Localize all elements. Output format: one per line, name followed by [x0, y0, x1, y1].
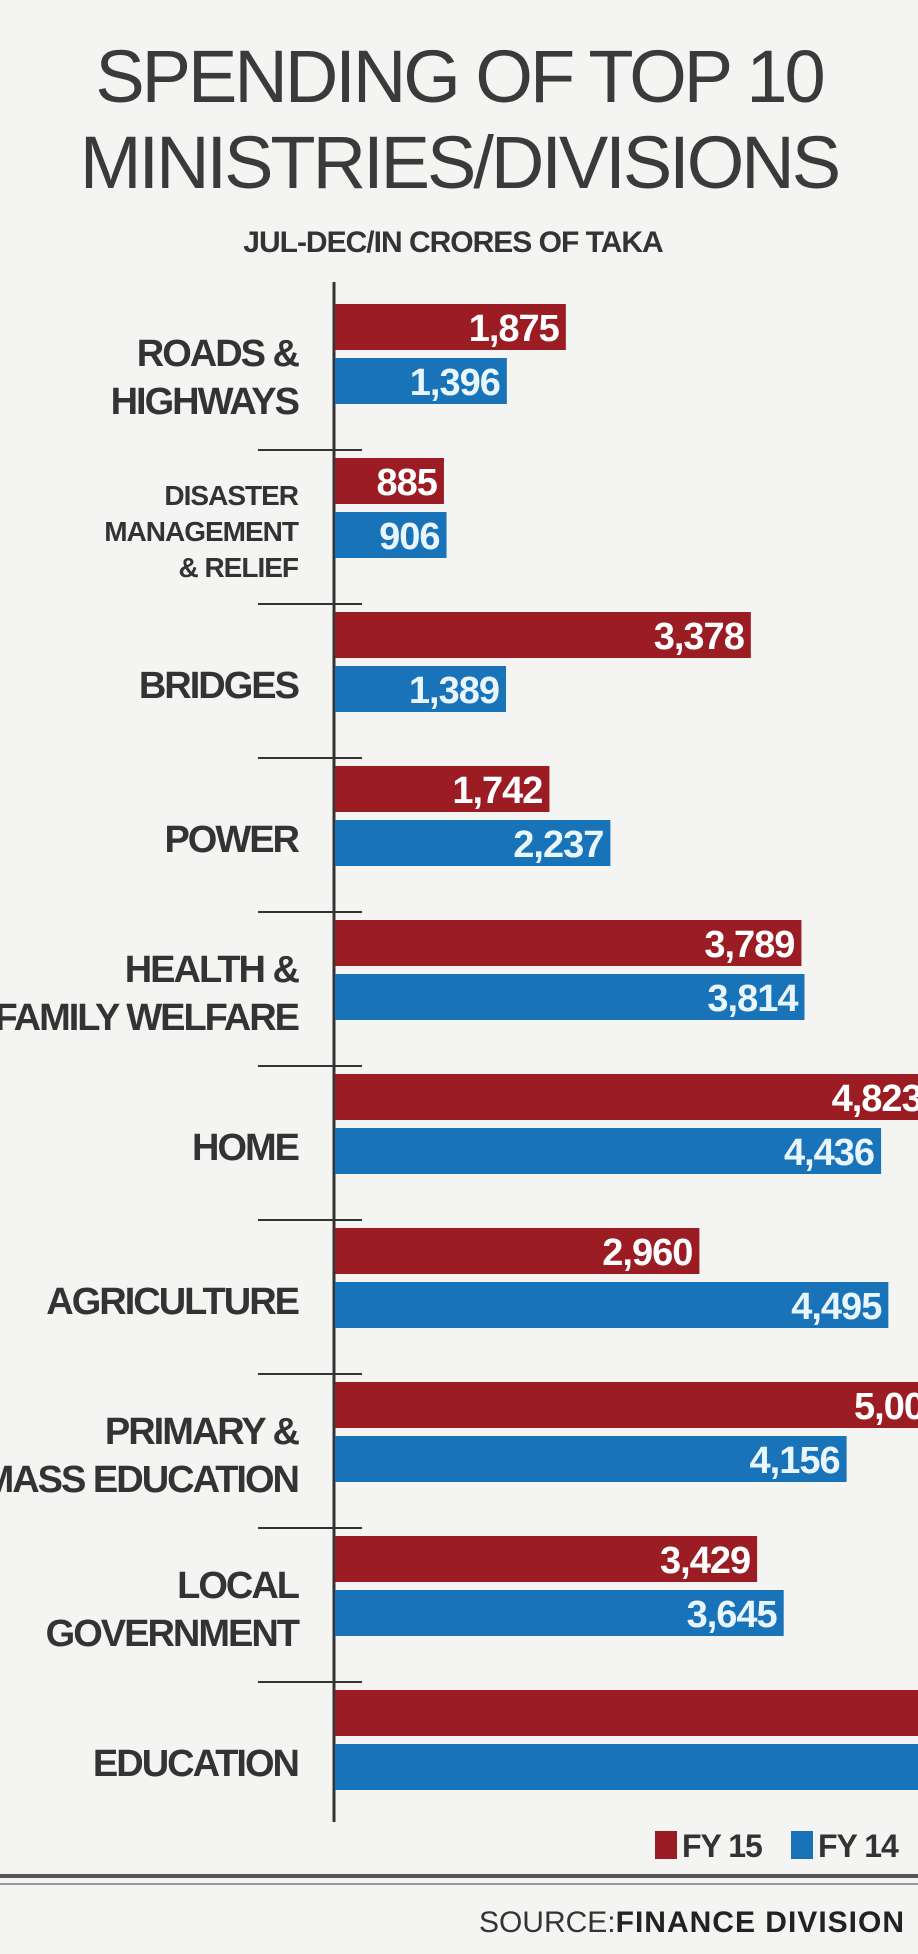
category-label-line: PRIMARY & [105, 1411, 300, 1453]
bar-fy-14-primary-mass-education [335, 1436, 847, 1482]
category-label-health-family-welfare: HEALTH & FAMILY WELFARE [0, 949, 300, 1039]
bar-fy-14-health-family-welfare [335, 974, 805, 1020]
category-label-primary-mass-education: PRIMARY & MASS EDUCATION [0, 1411, 300, 1501]
value-label-fy-14-local-government: 3,645 [687, 1594, 778, 1636]
value-label-fy-15-bridges: 3,378 [654, 616, 744, 658]
bar-fy-14-local-government [335, 1590, 784, 1636]
bar-fy-14-power [335, 820, 611, 866]
category-label-line: LOCAL [177, 1565, 300, 1607]
category-label-line: BRIDGES [139, 665, 299, 707]
value-label-fy-15-local-government: 3,429 [660, 1540, 750, 1582]
bar-fy-15-health-family-welfare [335, 920, 802, 966]
category-label-line: DISASTER [164, 480, 298, 511]
bar-fy-15-power [335, 766, 550, 812]
value-label-fy-14-primary-mass-education: 4,156 [750, 1440, 840, 1482]
bar-fy-14-roads-highways [335, 358, 507, 404]
category-label-line: & RELIEF [178, 552, 298, 583]
category-label-line: ROADS & [137, 333, 300, 375]
value-label-fy-15-power: 1,742 [452, 770, 542, 812]
value-label-fy-15-roads-highways: 1,875 [469, 308, 560, 350]
category-label-line: MASS EDUCATION [0, 1459, 298, 1501]
category-label-roads-highways: ROADS & HIGHWAYS [111, 333, 300, 423]
chart-title-line-1: SPENDING OF TOP 10 [95, 35, 823, 118]
bar-fy-15-primary-mass-education [335, 1382, 918, 1428]
category-label-bridges: BRIDGES [139, 665, 299, 707]
category-label-home: HOME [192, 1127, 299, 1169]
value-label-fy-14-agriculture: 4,495 [791, 1286, 882, 1328]
value-label-fy-14-disaster-management-relief: 906 [379, 516, 439, 558]
bar-fy-15-disaster-management-relief [335, 458, 444, 504]
value-label-fy-14-home: 4,436 [784, 1132, 874, 1174]
bars: 1,875 1,396 885 906 3,378 1,389 1,742 2,237 3,78… [335, 304, 918, 1790]
value-label-fy-15-primary-mass-education: 5,005 [854, 1386, 918, 1428]
bar-fy-15-roads-highways [335, 304, 566, 350]
category-label-line: GOVERNMENT [46, 1613, 300, 1655]
legend-label-fy15: FY 15 [682, 1828, 762, 1864]
legend: FY 15 FY 14 [655, 1828, 900, 1864]
category-label-agriculture: AGRICULTURE [46, 1281, 298, 1323]
value-label-fy-15-home: 4,823 [832, 1078, 918, 1120]
category-label-line: POWER [164, 819, 299, 861]
legend-swatch-fy15 [655, 1831, 677, 1859]
legend-label-fy14: FY 14 [818, 1828, 899, 1864]
category-label-power: POWER [164, 819, 299, 861]
bar-fy-14-education [335, 1744, 918, 1790]
bar-fy-14-disaster-management-relief [335, 512, 447, 558]
bar-fy-14-home [335, 1128, 882, 1174]
bar-fy-15-agriculture [335, 1228, 700, 1274]
bar-fy-15-local-government [335, 1536, 758, 1582]
source-label: SOURCE: [479, 1906, 616, 1939]
category-label-education: EDUCATION [93, 1743, 298, 1785]
chart-subtitle: JUL-DEC/IN CRORES OF TAKA [243, 226, 663, 259]
category-label-disaster-management-relief: DISASTER MANAGEMENT & RELIEF [104, 480, 299, 583]
source-line: SOURCE:FINANCE DIVISION [479, 1906, 905, 1939]
bar-fy-15-bridges [335, 612, 751, 658]
category-label-line: HEALTH & [125, 949, 300, 991]
category-label-line: AGRICULTURE [46, 1281, 298, 1323]
bar-fy-15-education [335, 1690, 918, 1736]
category-groups: ROADS & HIGHWAYS DISASTER MANAGEMENT & RELIE… [0, 333, 362, 1785]
legend-swatch-fy14 [791, 1831, 813, 1859]
value-label-fy-14-health-family-welfare: 3,814 [707, 978, 798, 1020]
source-value: FINANCE DIVISION [616, 1906, 905, 1939]
value-label-fy-14-roads-highways: 1,396 [410, 362, 500, 404]
bar-fy-14-bridges [335, 666, 506, 712]
value-label-fy-15-disaster-management-relief: 885 [377, 462, 438, 504]
category-label-line: FAMILY WELFARE [0, 997, 299, 1039]
category-label-line: HIGHWAYS [111, 381, 299, 423]
category-label-line: EDUCATION [93, 1743, 298, 1785]
chart-title-line-2: MINISTRIES/DIVISIONS [80, 121, 838, 204]
value-label-fy-15-health-family-welfare: 3,789 [704, 924, 794, 966]
bar-fy-15-home [335, 1074, 918, 1120]
value-label-fy-14-bridges: 1,389 [409, 670, 499, 712]
category-label-local-government: LOCAL GOVERNMENT [46, 1565, 300, 1655]
value-label-fy-15-agriculture: 2,960 [602, 1232, 692, 1274]
category-label-line: MANAGEMENT [104, 516, 299, 547]
value-label-fy-14-power: 2,237 [513, 824, 603, 866]
category-label-line: HOME [192, 1127, 299, 1169]
bar-fy-14-agriculture [335, 1282, 889, 1328]
